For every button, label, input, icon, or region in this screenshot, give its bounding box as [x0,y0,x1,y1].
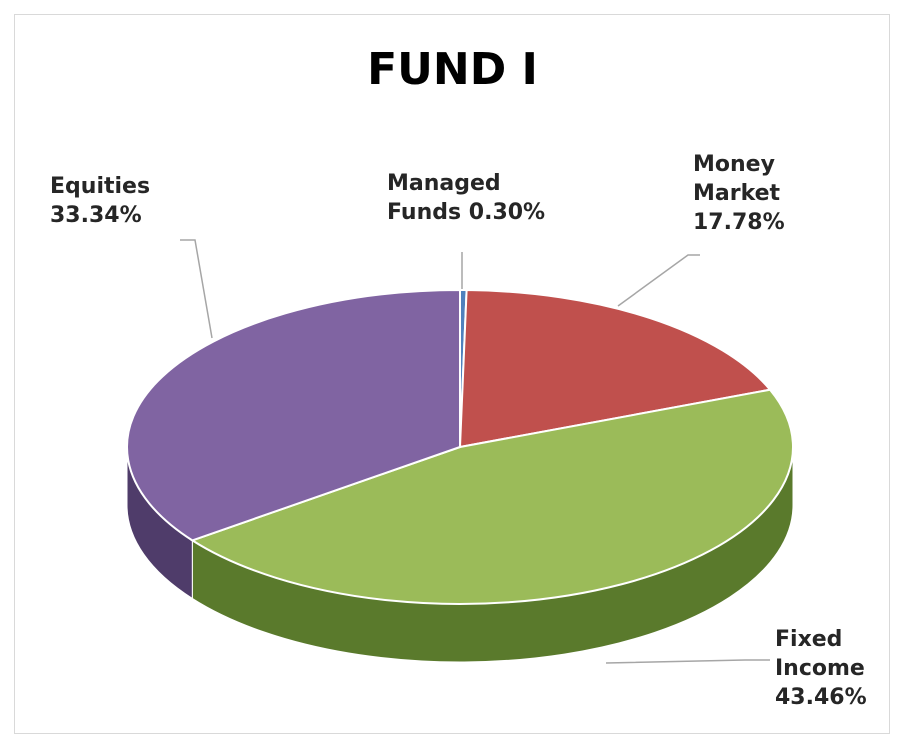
pie [126,288,794,663]
slice [126,288,461,542]
slice [458,289,772,449]
value-label: 0.30% [468,200,546,225]
chart-frame [14,14,890,734]
category-label: Money Market [693,152,781,206]
leader-lines [180,239,770,664]
slice-label: Fixed Income 43.46% [775,625,875,712]
leader-line [617,254,700,307]
slice-label: Money Market 17.78% [693,150,793,237]
category-label: Managed Funds [387,171,501,225]
slice [190,388,794,605]
leader-line [605,659,770,664]
category-label: Fixed Income [775,627,865,681]
chart-title: FUND I [367,44,538,95]
category-label: Equities [50,174,151,199]
leader-line [180,239,213,339]
slice-label: Managed Funds 0.30% [387,169,547,227]
slice-label: Equities 33.34% [50,172,160,230]
value-label: 43.46% [775,685,867,710]
value-label: 17.78% [693,210,785,235]
value-label: 33.34% [50,203,142,228]
